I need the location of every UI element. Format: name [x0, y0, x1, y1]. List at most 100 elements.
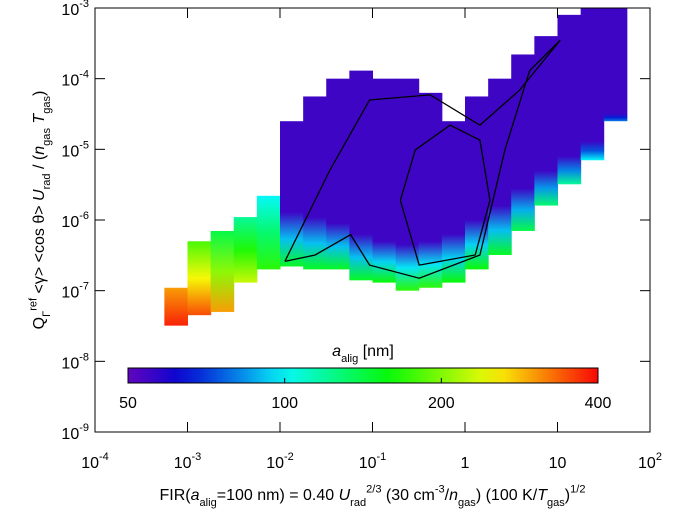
tick-base: 10 — [638, 455, 656, 472]
histogram-column — [349, 70, 373, 281]
label-part: Γ — [41, 311, 53, 317]
label-part: 1/2 — [570, 483, 585, 495]
tick-label: 10-8 — [61, 351, 89, 372]
tick-exp: -4 — [79, 69, 89, 81]
histogram-column — [164, 287, 188, 326]
histogram-column — [233, 217, 258, 283]
label-part: (30 cm — [381, 487, 434, 504]
label-part: n — [449, 487, 458, 504]
histogram-column — [326, 78, 350, 270]
label-part: rad — [41, 173, 53, 189]
label-part: n — [31, 146, 48, 155]
histogram-column — [488, 78, 512, 255]
tick-exp: -4 — [99, 451, 109, 463]
label-part: / — [445, 487, 450, 504]
tick-label: 10-3 — [174, 451, 202, 472]
label-part: ) — [565, 487, 570, 504]
histogram-column — [534, 36, 558, 206]
tick-base: 10 — [81, 455, 99, 472]
histogram-column — [303, 96, 327, 270]
tick-base: 10 — [549, 455, 567, 472]
tick-exp: -1 — [377, 451, 387, 463]
colorbar-tick-label: 200 — [428, 395, 455, 412]
tick-label: 10-5 — [61, 139, 89, 160]
x-axis-label: FIR(aalig=100 nm) = 0.40 Urad2/3 (30 cm-… — [160, 483, 586, 509]
tick-label: 10-4 — [61, 69, 89, 90]
histogram-column — [372, 78, 397, 283]
label-part: [nm] — [358, 343, 394, 360]
tick-base: 10 — [61, 356, 79, 373]
histogram-column — [557, 14, 582, 185]
label-part: T — [537, 487, 548, 504]
colorbar-tick-label: 400 — [585, 395, 612, 412]
contour — [399, 124, 491, 266]
label-part: gas — [547, 497, 565, 509]
colorbar-label: aalig [nm] — [332, 343, 394, 365]
label-part: alig — [341, 353, 358, 365]
tick-label: 10-2 — [266, 451, 294, 472]
tick-base: 10 — [174, 455, 192, 472]
label-part: ) — [31, 91, 48, 96]
tick-label: 10-9 — [61, 422, 89, 443]
colorbar — [127, 367, 599, 384]
label-part: -3 — [435, 483, 445, 495]
histogram-column — [280, 121, 304, 267]
tick-exp: 2 — [656, 451, 662, 463]
label-part: Q — [31, 317, 48, 329]
histogram-column — [441, 121, 466, 283]
label-part: 2/3 — [366, 483, 381, 495]
tick-base: 10 — [359, 455, 377, 472]
histogram-column — [395, 78, 420, 291]
histogram-column — [580, 8, 605, 161]
histogram-column — [603, 8, 628, 122]
label-part: =100 nm) = 0.40 — [217, 487, 339, 504]
tick-base: 10 — [61, 214, 79, 231]
tick-label: 10-4 — [81, 451, 109, 472]
tick-exp: -5 — [79, 139, 89, 151]
tick-base: 10 — [61, 285, 79, 302]
label-part: U — [31, 189, 48, 201]
histogram-column — [187, 241, 212, 316]
tick-base: 10 — [61, 2, 79, 19]
label-part: U — [339, 487, 351, 504]
label-part: a — [332, 343, 341, 360]
tick-exp: -9 — [79, 422, 89, 434]
tick-base: 10 — [266, 455, 284, 472]
histogram-column — [418, 92, 443, 288]
histogram-column — [511, 54, 535, 231]
tick-base: 10 — [61, 144, 79, 161]
histogram-column — [256, 195, 281, 270]
tick-base: 1 — [461, 455, 470, 472]
colorbar-tick-label: 100 — [271, 395, 298, 412]
label-part: ) (100 K/ — [476, 487, 538, 504]
tick-exp: -2 — [284, 451, 294, 463]
label-part: alig — [200, 497, 217, 509]
tick-base: 10 — [61, 426, 79, 443]
tick-exp: -6 — [79, 210, 89, 222]
label-part: FIR( — [160, 487, 192, 504]
histogram-column — [210, 230, 235, 312]
label-part: a — [191, 487, 200, 504]
tick-label: 10-6 — [61, 210, 89, 231]
tick-exp: -3 — [192, 451, 202, 463]
label-part: / ( — [31, 154, 48, 173]
tick-exp: -7 — [79, 281, 89, 293]
label-part: gas — [41, 96, 53, 114]
tick-exp: -3 — [79, 0, 89, 10]
tick-exp: -8 — [79, 351, 89, 363]
label-part: gas — [458, 497, 476, 509]
label-part: ref — [27, 297, 39, 311]
tick-label: 102 — [638, 451, 662, 472]
tick-label: 10 — [549, 455, 567, 472]
y-axis-label: QΓref <γ> <cos θ> Urad / (ngas Tgas) — [27, 91, 53, 330]
tick-label: 10-3 — [61, 0, 89, 19]
histogram-column — [465, 96, 489, 270]
colorbar-tick-label: 50 — [119, 395, 137, 412]
contour — [284, 39, 561, 279]
label-part: T — [31, 113, 48, 124]
label-part: rad — [350, 497, 366, 509]
label-part: <γ> <cos θ> — [31, 201, 48, 298]
tick-label: 10-1 — [359, 451, 387, 472]
